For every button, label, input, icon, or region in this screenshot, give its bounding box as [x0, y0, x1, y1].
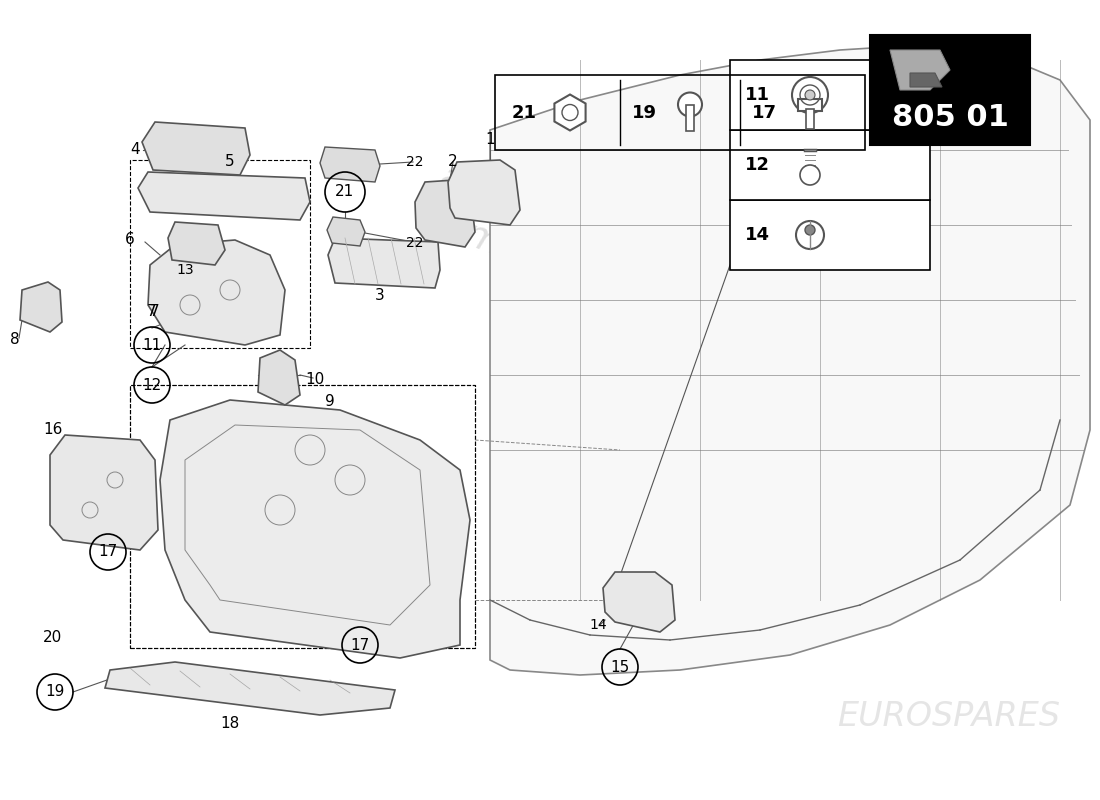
Text: a passion for
lamborghini: a passion for lamborghini [418, 158, 682, 322]
Text: 14: 14 [590, 618, 607, 632]
Polygon shape [160, 400, 470, 658]
Polygon shape [142, 122, 250, 175]
Circle shape [800, 165, 820, 185]
Text: 22: 22 [406, 155, 424, 169]
Text: 21: 21 [336, 185, 354, 199]
Text: 7: 7 [147, 305, 157, 319]
Polygon shape [327, 217, 365, 246]
Bar [495, 75, 865, 150]
Text: 19: 19 [632, 103, 657, 122]
Polygon shape [603, 572, 675, 632]
Polygon shape [104, 662, 395, 715]
Circle shape [796, 221, 824, 249]
Polygon shape [138, 172, 310, 220]
Text: 9: 9 [326, 394, 334, 410]
Text: 11: 11 [142, 338, 162, 353]
Text: 6: 6 [125, 233, 135, 247]
Text: 19: 19 [45, 685, 65, 699]
Polygon shape [50, 435, 158, 550]
Text: 17: 17 [351, 638, 370, 653]
Text: 21: 21 [512, 103, 537, 122]
Polygon shape [490, 45, 1090, 675]
Bar [806, 109, 814, 129]
Polygon shape [448, 160, 520, 225]
Circle shape [792, 77, 828, 113]
Text: 3: 3 [375, 287, 385, 302]
Bar [730, 130, 930, 200]
Text: 2: 2 [448, 154, 458, 170]
Text: 8: 8 [10, 333, 20, 347]
Text: 20: 20 [43, 630, 63, 645]
Text: 12: 12 [142, 378, 162, 393]
Polygon shape [20, 282, 62, 332]
Text: 7: 7 [151, 305, 160, 319]
Text: 14: 14 [745, 226, 770, 244]
Text: 13: 13 [176, 263, 194, 277]
Text: 11: 11 [745, 86, 770, 104]
Text: 17: 17 [752, 103, 777, 122]
Text: 10: 10 [306, 373, 324, 387]
Polygon shape [415, 180, 475, 247]
Polygon shape [328, 238, 440, 288]
Text: 4: 4 [130, 142, 140, 158]
Text: 15: 15 [610, 659, 629, 674]
Polygon shape [910, 73, 942, 87]
Text: 18: 18 [220, 717, 240, 731]
Text: 22: 22 [406, 236, 424, 250]
Text: 17: 17 [98, 545, 118, 559]
Bar [730, 200, 930, 270]
Circle shape [805, 90, 815, 100]
Text: EUROSPARES: EUROSPARES [837, 700, 1060, 733]
Bar [686, 105, 694, 130]
Bar [870, 35, 1030, 145]
Polygon shape [320, 147, 379, 182]
Polygon shape [890, 50, 950, 90]
Circle shape [805, 225, 815, 235]
Text: 805 01: 805 01 [892, 102, 1009, 131]
Polygon shape [148, 240, 285, 345]
Bar [730, 60, 930, 130]
Text: 5: 5 [226, 154, 234, 170]
Polygon shape [168, 222, 225, 265]
Polygon shape [258, 350, 300, 405]
Text: 12: 12 [745, 156, 770, 174]
Circle shape [678, 93, 702, 117]
Text: 16: 16 [43, 422, 63, 438]
Bar [798, 98, 822, 110]
Text: 1: 1 [485, 133, 495, 147]
